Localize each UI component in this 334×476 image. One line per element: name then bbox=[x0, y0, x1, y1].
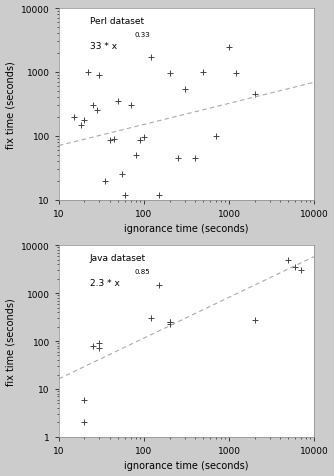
Text: Perl dataset: Perl dataset bbox=[90, 17, 144, 26]
Text: 33 * x: 33 * x bbox=[90, 41, 117, 50]
Text: 0.85: 0.85 bbox=[134, 268, 150, 275]
Y-axis label: fix time (seconds): fix time (seconds) bbox=[6, 298, 16, 385]
Text: Java dataset: Java dataset bbox=[90, 253, 146, 262]
Y-axis label: fix time (seconds): fix time (seconds) bbox=[6, 61, 16, 149]
X-axis label: ignorance time (seconds): ignorance time (seconds) bbox=[124, 460, 249, 470]
Text: 0.33: 0.33 bbox=[134, 32, 150, 38]
Text: 2.3 * x: 2.3 * x bbox=[90, 278, 119, 287]
X-axis label: ignorance time (seconds): ignorance time (seconds) bbox=[124, 224, 249, 234]
